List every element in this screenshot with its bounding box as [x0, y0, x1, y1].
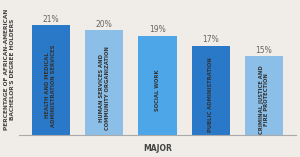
Text: 15%: 15%	[256, 46, 272, 55]
Bar	[245, 56, 283, 135]
Text: SOCIAL WORK: SOCIAL WORK	[155, 69, 160, 111]
Text: HEALTH AND MEDICAL
ADMINISTRATION SERVICES: HEALTH AND MEDICAL ADMINISTRATION SERVIC…	[46, 44, 56, 127]
Text: 21%: 21%	[43, 14, 59, 24]
Bar	[85, 30, 123, 135]
Bar	[192, 46, 230, 135]
Text: 17%: 17%	[202, 35, 219, 44]
Bar	[138, 35, 177, 135]
X-axis label: MAJOR: MAJOR	[143, 144, 172, 153]
Text: PUBLIC ADMINISTRATION: PUBLIC ADMINISTRATION	[208, 57, 213, 132]
Text: HUMAN SERVICES AND
COMMUNITY ORGANIZATION: HUMAN SERVICES AND COMMUNITY ORGANIZATIO…	[99, 46, 110, 130]
Bar	[32, 25, 70, 135]
Y-axis label: PERCENTAGE OF AFRICAN-AMERICAN
BACHELOR'S DEGREE HOLDERS: PERCENTAGE OF AFRICAN-AMERICAN BACHELOR'…	[4, 9, 15, 130]
Text: CRIMINAL JUSTICE AND
FIRE PROTECTION: CRIMINAL JUSTICE AND FIRE PROTECTION	[259, 65, 269, 134]
Text: 20%: 20%	[96, 20, 112, 29]
Text: 19%: 19%	[149, 25, 166, 34]
